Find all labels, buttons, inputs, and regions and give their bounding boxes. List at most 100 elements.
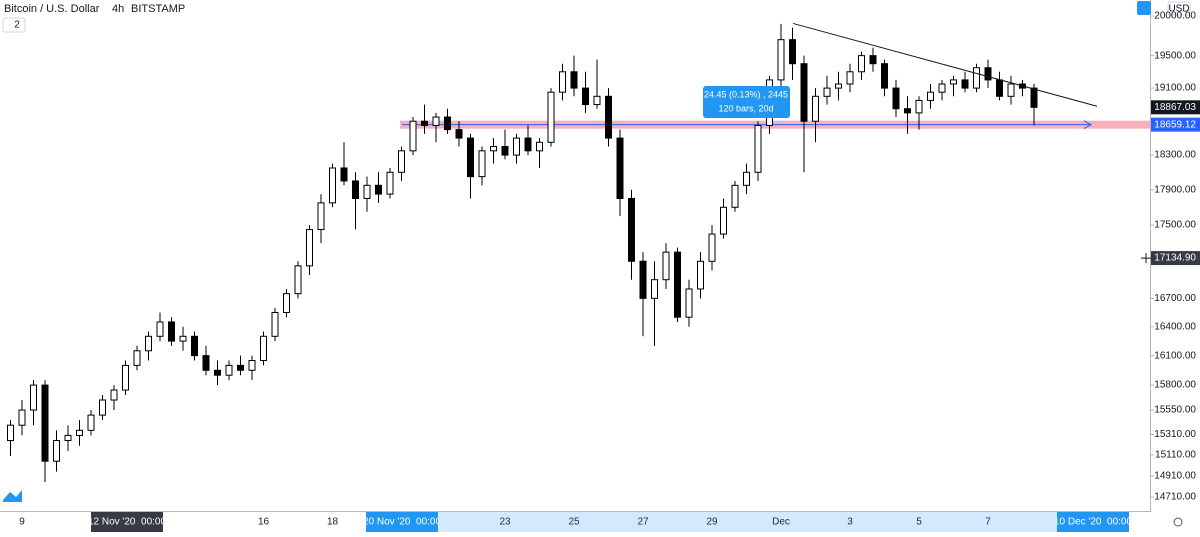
candle-body [421,120,428,126]
auto-scale-button[interactable] [1137,1,1151,15]
candle-body [524,137,532,152]
candle-body [777,39,785,81]
candle-body [87,414,95,431]
candle-body [570,71,578,89]
candle-body [513,137,520,156]
candle-body [1030,87,1038,108]
candle-body [938,83,946,93]
candle-body [133,350,141,366]
candle-body [800,63,808,122]
candle-body [915,99,923,114]
candle-body [260,335,267,361]
candle-body [283,293,290,313]
candle-body [409,120,417,152]
indicator-count[interactable]: 2 [14,20,20,31]
candle-body [812,95,819,122]
measure-arrow [1083,120,1093,130]
exchange: BITSTAMP [131,3,185,15]
candle-body [628,197,635,262]
x-marker-label: 10 Dec '20 00:00 [1054,517,1133,528]
x-tick-label: 7 [985,517,991,528]
candle-body [64,434,72,442]
candle-body [536,141,543,152]
crosshair-plus [1141,253,1151,264]
x-tick-label: 9 [19,517,25,528]
candle-body [18,409,26,426]
x-marker-label: 12 Nov '20 00:00 [88,517,167,528]
candle-body [605,95,612,139]
candle-body [271,311,279,337]
candle-body [996,79,1003,97]
candle-body [789,39,796,65]
last-price-label: 18867.03 [1154,102,1196,113]
candle-body [76,429,83,436]
currency[interactable]: USD [1168,4,1189,15]
candle-body [99,399,106,416]
x-tick-label: 16 [258,517,270,528]
candle-body [352,180,359,199]
support-price-label: 18659.12 [1154,119,1196,130]
x-marker-bg [366,512,438,532]
y-tick-label: 15310.00 [1154,429,1196,440]
candle-body [455,129,463,139]
candle-body [582,87,589,106]
candle-body [386,171,394,195]
candle-body [835,83,842,89]
candle-body [858,55,865,73]
candle-body [214,369,221,376]
x-tick-label: 18 [327,517,339,528]
measure-tooltip [703,86,790,118]
candle-body [478,150,486,178]
candle-body [329,167,336,204]
candle-body [363,184,371,199]
y-tick-label: 14910.00 [1154,470,1196,481]
x-marker-label: 20 Nov '20 00:00 [363,517,442,528]
candle-body [720,206,727,235]
y-tick-label: 16700.00 [1154,293,1196,304]
candle-body [904,108,911,114]
currency-box[interactable] [1167,1,1191,16]
y-tick-label: 14710.00 [1154,492,1196,503]
candle-body [846,71,854,85]
candle-body [616,137,624,199]
settings-icon[interactable] [1173,517,1183,527]
candle-body [294,265,302,295]
candle-body [168,321,175,342]
candle-body [432,116,440,126]
candle-body [110,389,118,401]
candle-body [754,124,762,173]
candle-body [639,260,647,299]
candle-body [731,184,739,208]
x-marker-bg [91,512,163,532]
candle-body [697,260,704,290]
candle-body [122,364,129,391]
interval: 4h [112,3,124,15]
candle-body [961,79,969,89]
y-tick-label: 15110.00 [1155,450,1196,461]
indicator-toggle[interactable] [2,17,26,33]
candle-body [145,335,152,352]
candle-body [950,79,957,85]
support-price-label-bg [1151,117,1200,132]
candle-body [444,116,451,131]
candle-body [869,55,877,65]
x-tick-label: 27 [637,517,649,528]
x-tick-label: 5 [916,517,922,528]
y-tick-label: 16400.00 [1154,321,1196,332]
x-tick-label: 29 [706,517,718,528]
candle-body [248,359,256,371]
logo [3,490,22,502]
candle-body [823,87,831,97]
settings-corner[interactable] [1151,512,1200,532]
measure-text: 24.45 (0.13%) , 2445 [704,89,788,99]
x-marker-bg [1057,512,1129,532]
candle-body [375,184,382,195]
crosshair-price-label-bg [1151,251,1200,266]
candle-body [398,150,405,173]
x-tick-label: Dec [772,517,790,528]
trendline [792,22,1098,107]
candle-body [593,95,601,106]
candle-body [156,321,164,337]
